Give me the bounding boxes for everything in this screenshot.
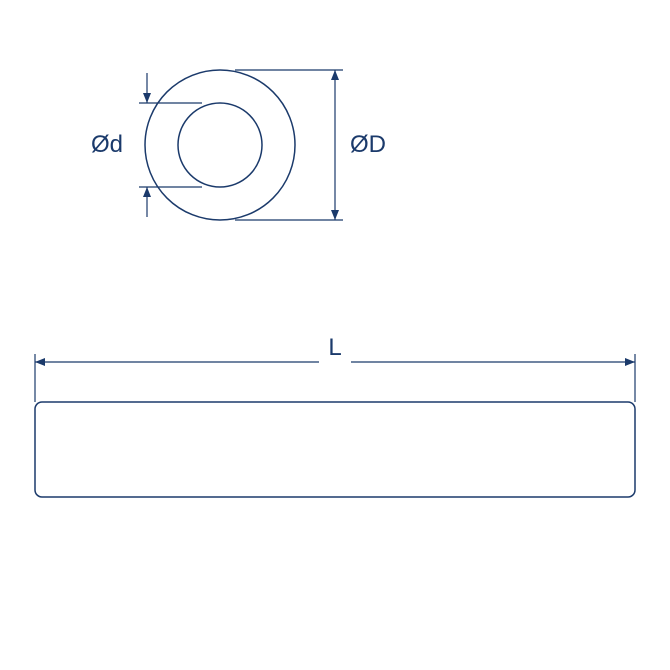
outer-diameter-label: ØD <box>350 131 386 158</box>
drawing-group: Ød ØD L <box>35 70 635 497</box>
inner-diameter-label: Ød <box>91 131 123 158</box>
technical-drawing: Ød ØD L <box>0 0 670 670</box>
length-label: L <box>328 334 341 361</box>
inner-circle <box>178 103 262 187</box>
outer-circle <box>145 70 295 220</box>
tube-side-view <box>35 402 635 497</box>
